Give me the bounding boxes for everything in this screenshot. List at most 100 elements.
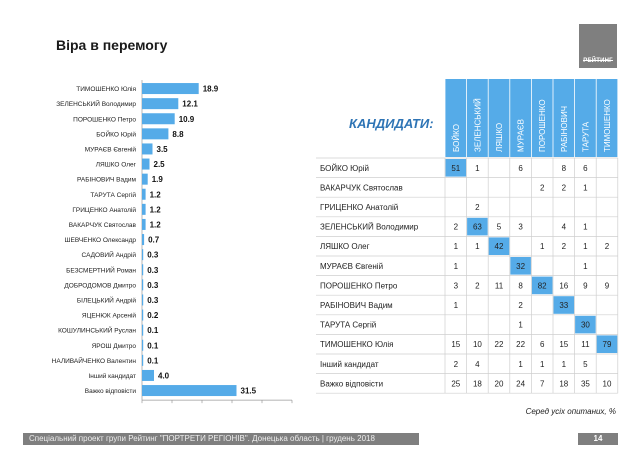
bar: [142, 113, 175, 125]
bar: [142, 369, 154, 381]
bar: [142, 249, 144, 261]
row-label: МУРАЄВ Євгеній: [320, 262, 383, 271]
bar: [142, 385, 237, 397]
data-label: 12.1: [182, 100, 198, 109]
category-label: ЗЕЛЕНСЬКИЙ Володимир: [56, 99, 136, 108]
bar: [142, 98, 179, 110]
bar: [142, 294, 144, 306]
table-cell: 2: [454, 360, 459, 369]
data-label: 0.1: [147, 341, 159, 350]
data-label: 0.3: [147, 296, 159, 305]
highlight-cell: [531, 276, 553, 295]
data-label: 8.8: [172, 130, 184, 139]
column-header-label: ТИМОШЕНКО: [603, 99, 612, 152]
table-cell: 10: [473, 340, 482, 349]
table-cell: 6: [518, 164, 523, 173]
table-cell: 51: [451, 164, 460, 173]
bar: [142, 354, 144, 366]
table-cell: 1: [583, 262, 588, 271]
table-cell: 7: [540, 379, 545, 388]
table-cell: 5: [583, 360, 588, 369]
table-cell: 35: [581, 379, 590, 388]
column-header-cell: [596, 79, 618, 157]
highlight-cell: [510, 257, 531, 275]
column-header-label: ЗЕЛЕНСЬКИЙ: [473, 98, 482, 152]
category-label: ВАКАРЧУК Святослав: [69, 222, 137, 229]
table-cell: 1: [475, 242, 480, 251]
table-cell: 2: [540, 183, 545, 192]
category-label: ШЕВЧЕНКО Олександр: [65, 237, 137, 244]
table-cell: 10: [603, 379, 612, 388]
data-label: 4.0: [158, 371, 170, 380]
bar: [142, 279, 144, 291]
footer-bar: Спеціальний проект групи Рейтинг "ПОРТРЕ…: [23, 433, 419, 445]
data-label: 1.2: [150, 190, 162, 199]
bar: [142, 128, 169, 140]
table-cell: 11: [581, 340, 590, 349]
table-cell: 1: [475, 164, 480, 173]
logo-divider: [583, 60, 613, 61]
table-cell: 1: [454, 242, 459, 251]
table-cell: 1: [583, 242, 588, 251]
table-cell: 63: [473, 223, 482, 232]
table-cell: 30: [581, 321, 590, 330]
category-label: Важко відповісти: [85, 387, 137, 395]
data-label: 0.1: [147, 356, 159, 365]
data-label: 1.2: [150, 220, 162, 229]
bar: [142, 173, 148, 185]
row-label: ВАКАРЧУК Святослав: [320, 183, 403, 192]
column-header-cell: [510, 79, 531, 157]
data-label: 0.2: [147, 311, 159, 320]
table-cell: 1: [518, 321, 523, 330]
table-cell: 4: [475, 360, 480, 369]
table-cell: 42: [495, 242, 504, 251]
table-cell: 18: [559, 379, 568, 388]
table-cell: 9: [605, 281, 610, 290]
table-cell: 1: [583, 183, 588, 192]
data-label: 0.3: [147, 281, 159, 290]
category-label: ДОБРОДОМОВ Дмитро: [64, 282, 136, 289]
highlight-cell: [575, 315, 596, 334]
column-header-label: ПОРОШЕНКО: [538, 99, 547, 152]
column-header-label: ЛЯШКО: [495, 123, 504, 152]
table-cell: 5: [497, 223, 502, 232]
bar: [142, 203, 146, 215]
table-cell: 1: [540, 242, 545, 251]
table-cell: 25: [451, 379, 460, 388]
category-label: ЛЯШКО Олег: [96, 162, 137, 169]
highlight-cell: [596, 335, 618, 353]
table-cell: 82: [538, 281, 547, 290]
column-header-cell: [445, 79, 467, 157]
bar: [142, 83, 199, 95]
table-cell: 1: [562, 360, 567, 369]
category-label: Інший кандидат: [88, 372, 136, 380]
row-label: ЛЯШКО Олег: [320, 242, 370, 251]
table-cell: 15: [451, 340, 460, 349]
bar: [142, 324, 144, 336]
column-header-label: РАБІНОВИЧ: [560, 106, 569, 152]
table-cell: 11: [495, 281, 504, 290]
base-note: Серед усіх опитаних, %: [525, 407, 616, 416]
logo-text: РЕЙТИНГ: [583, 58, 613, 64]
row-label: Інший кандидат: [320, 360, 379, 369]
table-cell: 2: [475, 281, 480, 290]
highlight-cell: [467, 217, 488, 236]
table-cell: 2: [454, 223, 459, 232]
bar: [142, 339, 144, 351]
category-label: ЯРОШ Дмитро: [92, 343, 137, 350]
row-label: ЗЕЛЕНСЬКИЙ Володимир: [320, 223, 419, 232]
table-cell: 15: [559, 340, 568, 349]
table-title: КАНДИДАТИ:: [349, 116, 434, 131]
data-label: 10.9: [179, 115, 195, 124]
page-number-box: 14: [578, 433, 618, 445]
category-label: ЯЦЕНЮК Арсеній: [82, 312, 137, 320]
row-label: РАБІНОВИЧ Вадим: [320, 301, 393, 310]
column-header-cell: [488, 79, 510, 157]
row-label: ТИМОШЕНКО Юлія: [320, 340, 393, 349]
category-label: БІЛЕЦЬКИЙ Андрій: [77, 295, 136, 304]
bar: [142, 234, 145, 246]
table-cell: 2: [605, 242, 610, 251]
row-label: ГРИЦЕНКО Анатолій: [320, 203, 398, 212]
data-label: 3.5: [157, 145, 169, 154]
category-label: МУРАЄВ Євгеній: [85, 145, 137, 153]
